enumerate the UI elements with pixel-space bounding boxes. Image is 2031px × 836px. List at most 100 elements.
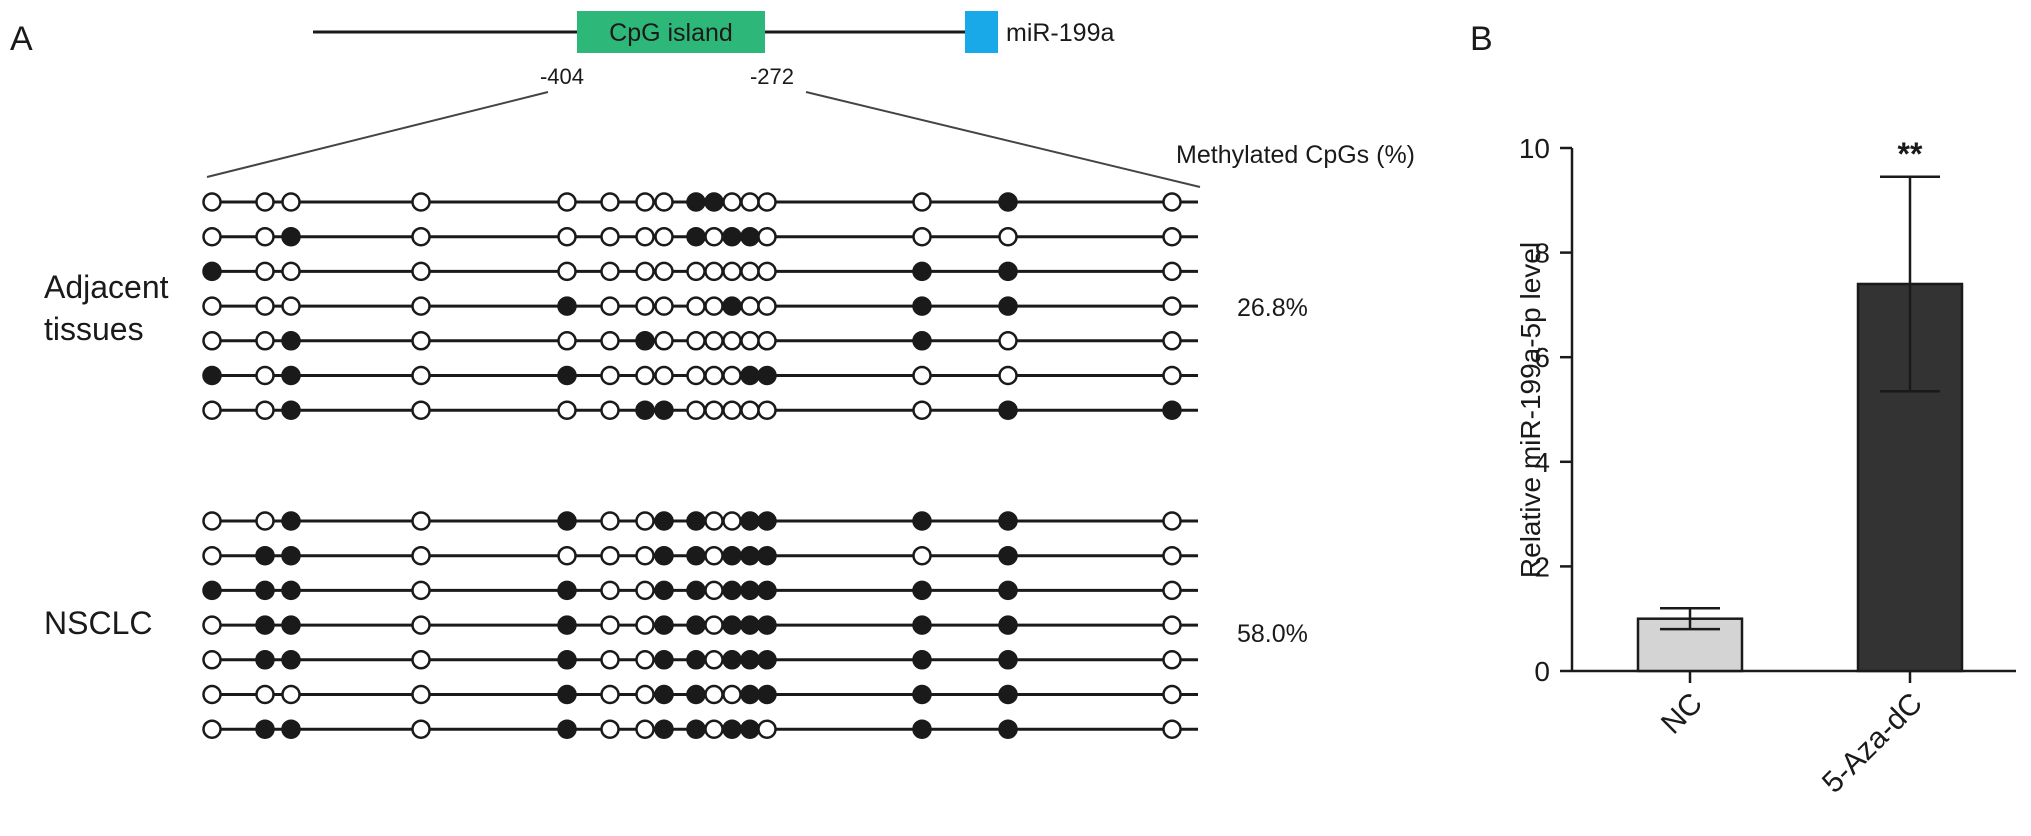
unmethylated-cpg-dot <box>600 650 620 670</box>
unmethylated-cpg-dot <box>281 261 301 282</box>
unmethylated-cpg-dot <box>654 261 674 282</box>
unmethylated-cpg-dot <box>686 331 706 351</box>
unmethylated-cpg-dot <box>998 365 1018 386</box>
unmethylated-cpg-dot <box>202 331 222 351</box>
methylated-cpg-dot <box>202 261 222 282</box>
methylated-cpg-dot <box>686 545 706 566</box>
methylated-cpg-dot <box>912 296 932 316</box>
unmethylated-cpg-dot <box>686 261 706 282</box>
methylated-cpg-dot <box>635 400 655 420</box>
methylated-cpg-dot <box>998 511 1018 531</box>
unmethylated-cpg-dot <box>1162 650 1182 670</box>
unmethylated-cpg-dot <box>600 719 620 739</box>
unmethylated-cpg-dot <box>654 365 674 386</box>
methylated-cpg-dot <box>281 650 301 670</box>
unmethylated-cpg-dot <box>1162 192 1182 212</box>
methylated-cpg-dot <box>740 580 760 601</box>
panel-a-label: A <box>10 20 33 58</box>
unmethylated-cpg-dot <box>557 261 577 282</box>
methylated-cpg-dot <box>740 511 760 531</box>
methylated-cpg-dot <box>998 650 1018 670</box>
methylated-cpg-dot <box>740 615 760 635</box>
unmethylated-cpg-dot <box>255 511 275 531</box>
unmethylated-cpg-dot <box>1162 580 1182 601</box>
methylated-cpg-dot <box>654 511 674 531</box>
methylated-cpg-dot <box>654 400 674 420</box>
unmethylated-cpg-dot <box>202 615 222 635</box>
unmethylated-cpg-dot <box>281 684 301 705</box>
methylated-cpg-dot <box>912 580 932 601</box>
unmethylated-cpg-dot <box>255 226 275 247</box>
methylated-cpg-dot <box>998 192 1018 212</box>
unmethylated-cpg-dot <box>757 400 777 420</box>
unmethylated-cpg-dot <box>722 331 742 351</box>
methylated-cpg-dot <box>686 226 706 247</box>
panel-a: A CpG island miR-199a -404 -272 Methylat… <box>10 11 1415 739</box>
unmethylated-cpg-dot <box>704 511 724 531</box>
unmethylated-cpg-dot <box>600 261 620 282</box>
x-tick-label: 5-Aza-dC <box>1816 687 1929 800</box>
unmethylated-cpg-dot <box>635 650 655 670</box>
cpg-island-box <box>577 11 765 53</box>
unmethylated-cpg-dot <box>722 511 742 531</box>
methylated-cpg-dot <box>654 615 674 635</box>
unmethylated-cpg-dot <box>600 615 620 635</box>
methylated-cpg-dot <box>557 511 577 531</box>
unmethylated-cpg-dot <box>654 296 674 316</box>
unmethylated-cpg-dot <box>411 684 431 705</box>
group-1-label-line2: tissues <box>44 311 144 347</box>
unmethylated-cpg-dot <box>757 296 777 316</box>
zoom-line-right <box>805 91 1201 188</box>
unmethylated-cpg-dot <box>255 400 275 420</box>
methylated-cpg-dot <box>740 226 760 247</box>
unmethylated-cpg-dot <box>722 684 742 705</box>
unmethylated-cpg-dot <box>411 719 431 739</box>
methylated-cpg-dot <box>740 365 760 386</box>
unmethylated-cpg-dot <box>1162 615 1182 635</box>
unmethylated-cpg-dot <box>600 192 620 212</box>
unmethylated-cpg-dot <box>704 296 724 316</box>
unmethylated-cpg-dot <box>635 261 655 282</box>
unmethylated-cpg-dot <box>202 684 222 705</box>
group-2-label-line1: NSCLC <box>44 605 152 641</box>
y-tick-label: 10 <box>1519 133 1550 164</box>
methylated-cpg-dot <box>281 545 301 566</box>
unmethylated-cpg-dot <box>600 296 620 316</box>
unmethylated-cpg-dot <box>912 400 932 420</box>
cpg-island-label: CpG island <box>609 19 733 47</box>
methylated-cpg-dot <box>255 615 275 635</box>
unmethylated-cpg-dot <box>740 296 760 316</box>
methylated-cpg-dot <box>686 650 706 670</box>
unmethylated-cpg-dot <box>1162 545 1182 566</box>
significance-marker: ** <box>1898 136 1923 172</box>
methylated-cpg-dot <box>998 719 1018 739</box>
end-position-label: -272 <box>750 64 794 89</box>
methylated-cpg-dot <box>998 400 1018 420</box>
unmethylated-cpg-dot <box>1162 261 1182 282</box>
unmethylated-cpg-dot <box>654 226 674 247</box>
methylated-cpg-dot <box>722 719 742 739</box>
methylated-cpg-dot <box>722 226 742 247</box>
unmethylated-cpg-dot <box>704 719 724 739</box>
methylated-cpg-dot <box>912 719 932 739</box>
unmethylated-cpg-dot <box>654 331 674 351</box>
methylated-cpg-dot <box>998 296 1018 316</box>
methylated-cpg-dot <box>722 615 742 635</box>
unmethylated-cpg-dot <box>557 400 577 420</box>
start-position-label: -404 <box>540 64 584 89</box>
unmethylated-cpg-dot <box>686 365 706 386</box>
unmethylated-cpg-dot <box>411 365 431 386</box>
panel-b: B Relative miR-199a-5p level 0 2 4 6 8 10 NC **… <box>1470 20 2016 800</box>
unmethylated-cpg-dot <box>654 192 674 212</box>
unmethylated-cpg-dot <box>635 545 655 566</box>
y-tick-label: 4 <box>1534 447 1550 478</box>
methylated-cpg-dot <box>654 719 674 739</box>
unmethylated-cpg-dot <box>600 545 620 566</box>
methylated-cpg-dot <box>281 400 301 420</box>
unmethylated-cpg-dot <box>1162 296 1182 316</box>
y-tick-label: 6 <box>1534 342 1550 373</box>
unmethylated-cpg-dot <box>635 684 655 705</box>
unmethylated-cpg-dot <box>202 226 222 247</box>
unmethylated-cpg-dot <box>281 192 301 212</box>
